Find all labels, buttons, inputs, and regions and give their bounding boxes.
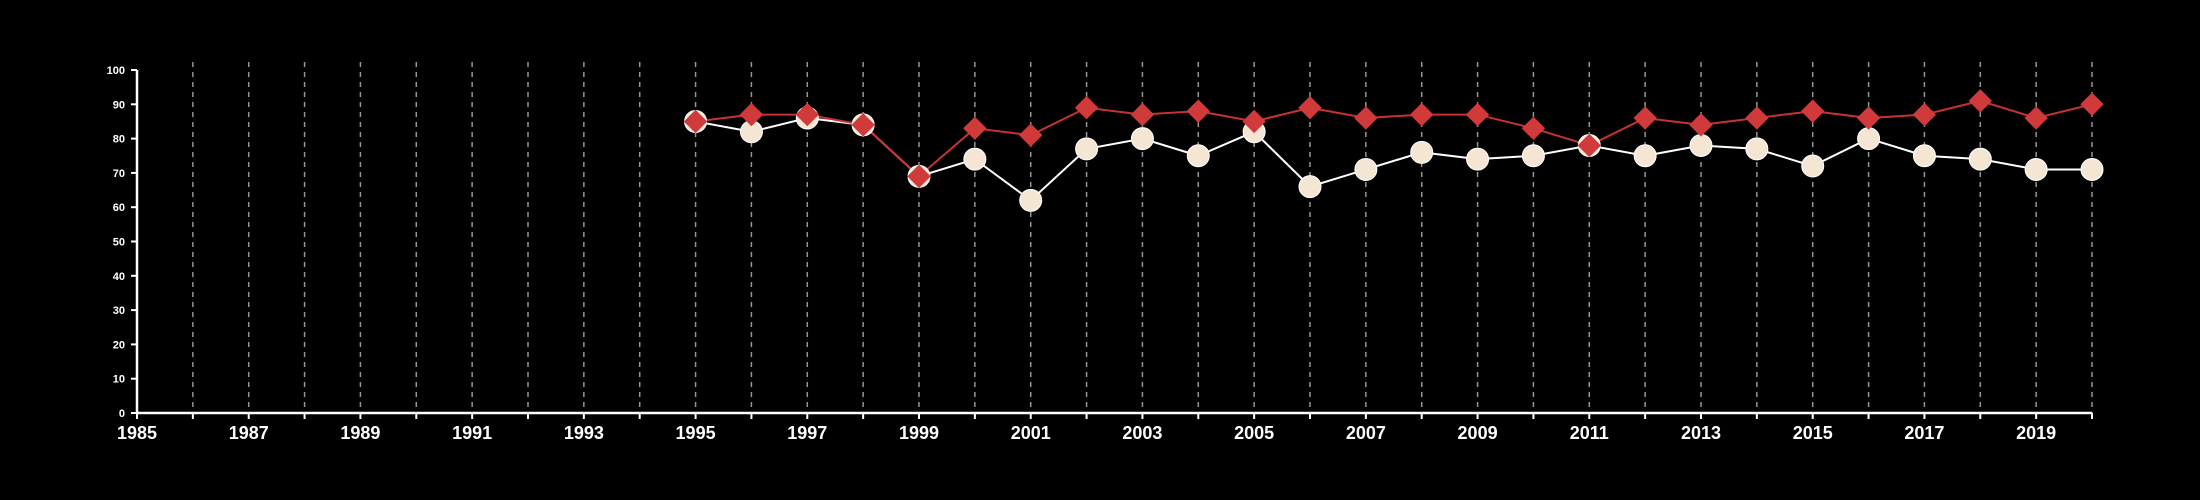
y-tick-label-50: 50 [113, 237, 125, 249]
axes [135, 70, 2092, 415]
series-1-point-2007 [1354, 157, 1378, 181]
series-1-point-2010 [1521, 144, 1545, 168]
series-1-point-2018 [1968, 147, 1992, 171]
y-tick-label-10: 10 [113, 374, 125, 386]
series-2-point-2011 [1577, 133, 1601, 158]
y-tick-label-30: 30 [113, 305, 125, 317]
series-1-point-2003 [1130, 127, 1154, 151]
series-2-point-2001 [1019, 123, 1043, 147]
series-2-point-2013 [1689, 113, 1713, 137]
series-1-point-2008 [1410, 140, 1434, 164]
series-2-point-2018 [1968, 89, 1992, 113]
x-tick-label-1997: 1997 [787, 423, 827, 443]
series-1-point-2000 [963, 147, 987, 171]
series-2-point-2017 [1912, 102, 1937, 127]
series-1-point-2001 [1019, 188, 1043, 212]
series-2-point-2002 [1074, 96, 1099, 120]
series-2-line [695, 99, 2093, 178]
series-2-point-2010 [1521, 116, 1546, 141]
series-2-point-2019 [2024, 106, 2048, 130]
y-tick-label-100: 100 [107, 65, 125, 77]
series-1-point-2014 [1745, 137, 1769, 161]
x-tick-label-2003: 2003 [1122, 423, 1162, 443]
series-1-line [695, 117, 2092, 202]
series-1-point-2012 [1633, 144, 1657, 168]
series-2-point-1996 [739, 102, 764, 127]
x-tick-label-1985: 1985 [117, 423, 157, 443]
x-tick-label-2005: 2005 [1234, 423, 1274, 443]
series-1-point-2002 [1075, 137, 1099, 161]
x-tick-label-2007: 2007 [1346, 423, 1386, 443]
x-tick-label-2015: 2015 [1793, 423, 1833, 443]
series-2-point-2009 [1465, 102, 1490, 127]
series-1-point-2019 [2024, 157, 2048, 181]
series-1-point-2017 [1912, 144, 1936, 168]
x-tick-label-1989: 1989 [340, 423, 380, 443]
series-2-point-2007 [1354, 106, 1378, 130]
series-1-point-2004 [1186, 144, 1210, 168]
series-1-point-2006 [1298, 175, 1322, 199]
x-tick-label-2009: 2009 [1458, 423, 1498, 443]
series-2-point-2005 [1242, 109, 1266, 134]
x-tick-label-2019: 2019 [2016, 423, 2056, 443]
series-2-point-2008 [1410, 102, 1434, 127]
series-2-point-2006 [1298, 96, 1322, 120]
x-tick-label-1991: 1991 [452, 423, 492, 443]
y-tick-label-20: 20 [113, 339, 125, 351]
series-2-point-2016 [1856, 106, 1881, 130]
x-tick-label-2011: 2011 [1570, 423, 1609, 443]
x-tick-label-1993: 1993 [564, 423, 604, 443]
series-1-point-2015 [1801, 154, 1825, 178]
series-2-point-2015 [1801, 99, 1825, 123]
y-tick-label-90: 90 [113, 99, 125, 111]
x-tick-label-2001: 2001 [1011, 423, 1051, 443]
y-tick-label-0: 0 [119, 408, 125, 420]
tick-marks [131, 69, 2093, 419]
series-markers [683, 89, 2104, 212]
y-tick-label-60: 60 [113, 202, 125, 214]
series-2-point-2004 [1186, 99, 1210, 123]
x-tick-label-2013: 2013 [1681, 423, 1721, 443]
x-tick-label-1987: 1987 [229, 423, 269, 443]
y-tick-label-70: 70 [113, 168, 125, 180]
y-tick-label-40: 40 [113, 271, 125, 283]
series-2-point-2000 [963, 116, 987, 141]
series-1-point-2013 [1689, 133, 1713, 157]
grid-lines [192, 62, 2093, 413]
series-2-point-1995 [683, 109, 708, 134]
series-lines [695, 99, 2093, 202]
series-2-point-1998 [851, 113, 875, 137]
y-tick-label-80: 80 [113, 134, 125, 146]
series-1-point-2016 [1857, 127, 1881, 151]
tick-labels: 1985 1987 1989 1991 1993 1995 1997 1999 2001 2003… [107, 65, 2057, 443]
series-1-point-2020 [2080, 157, 2104, 181]
x-tick-label-1995: 1995 [676, 423, 716, 443]
series-2-point-2020 [2080, 92, 2104, 117]
series-2-point-2003 [1130, 102, 1155, 127]
series-1-point-2009 [1466, 147, 1490, 171]
x-tick-label-1999: 1999 [899, 423, 939, 443]
series-2-point-1997 [795, 102, 819, 127]
series-2-point-1999 [907, 164, 931, 189]
series-2-point-2012 [1633, 106, 1657, 130]
x-tick-label-2017: 2017 [1904, 423, 1944, 443]
series-2-point-2014 [1745, 106, 1769, 130]
